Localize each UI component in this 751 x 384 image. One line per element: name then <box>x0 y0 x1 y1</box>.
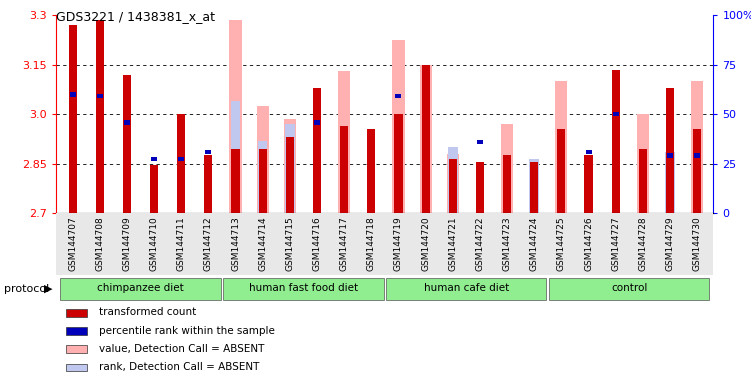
Text: GSM144709: GSM144709 <box>122 216 131 271</box>
Text: value, Detection Call = ABSENT: value, Detection Call = ABSENT <box>99 344 264 354</box>
Text: GSM144729: GSM144729 <box>665 216 674 271</box>
Bar <box>285 124 294 213</box>
Bar <box>529 159 539 213</box>
Bar <box>448 147 457 213</box>
Bar <box>257 106 269 213</box>
Bar <box>557 129 566 213</box>
Bar <box>694 153 700 157</box>
Text: GSM144713: GSM144713 <box>231 216 240 271</box>
Bar <box>667 153 673 157</box>
Bar <box>151 157 157 161</box>
Text: GSM144708: GSM144708 <box>95 216 104 271</box>
Bar <box>178 157 184 161</box>
Bar <box>421 65 430 213</box>
Bar <box>665 152 674 213</box>
Text: rank, Detection Call = ABSENT: rank, Detection Call = ABSENT <box>99 362 259 372</box>
Bar <box>231 149 240 213</box>
Bar <box>314 120 320 125</box>
Text: GSM144718: GSM144718 <box>366 216 376 271</box>
Text: GSM144707: GSM144707 <box>68 216 77 271</box>
Text: GSM144711: GSM144711 <box>176 216 185 271</box>
Text: GSM144725: GSM144725 <box>557 216 566 271</box>
Bar <box>611 70 620 213</box>
FancyBboxPatch shape <box>386 278 547 300</box>
Text: GSM144715: GSM144715 <box>285 216 294 271</box>
Bar <box>206 150 211 154</box>
Bar <box>394 114 403 213</box>
Bar <box>258 149 267 213</box>
Bar <box>124 120 130 125</box>
Bar <box>231 101 240 213</box>
Bar <box>666 88 674 213</box>
Bar <box>639 149 647 213</box>
Text: GSM144727: GSM144727 <box>611 216 620 271</box>
Bar <box>477 140 483 144</box>
Bar <box>66 327 87 335</box>
Bar <box>70 92 76 97</box>
Bar <box>555 81 568 213</box>
Text: GSM144728: GSM144728 <box>638 216 647 271</box>
Bar <box>258 141 267 213</box>
Text: GSM144722: GSM144722 <box>475 216 484 271</box>
Bar <box>447 154 459 213</box>
Bar <box>66 346 87 353</box>
Bar <box>396 94 402 98</box>
Bar <box>530 162 538 213</box>
Bar <box>338 71 350 213</box>
Bar <box>313 88 321 213</box>
Text: GDS3221 / 1438381_x_at: GDS3221 / 1438381_x_at <box>56 10 216 23</box>
Text: human fast food diet: human fast food diet <box>249 283 358 293</box>
Bar <box>476 162 484 213</box>
Bar <box>68 25 77 213</box>
FancyBboxPatch shape <box>549 278 710 300</box>
Bar <box>177 114 185 213</box>
Text: human cafe diet: human cafe diet <box>424 283 509 293</box>
Bar <box>123 74 131 213</box>
Bar <box>284 119 296 213</box>
Bar <box>503 156 511 213</box>
Text: transformed count: transformed count <box>99 308 196 318</box>
Bar <box>367 129 376 213</box>
Text: GSM144712: GSM144712 <box>204 216 213 271</box>
Bar <box>204 156 213 213</box>
Bar <box>66 364 87 371</box>
Text: GSM144723: GSM144723 <box>502 216 511 271</box>
Bar <box>95 20 104 213</box>
Text: GSM144717: GSM144717 <box>339 216 348 271</box>
Text: control: control <box>611 283 647 293</box>
Text: GSM144719: GSM144719 <box>394 216 403 271</box>
Bar <box>97 94 103 98</box>
Text: ▶: ▶ <box>44 284 52 294</box>
Bar <box>420 65 432 213</box>
Text: GSM144721: GSM144721 <box>448 216 457 271</box>
Text: GSM144724: GSM144724 <box>529 216 538 271</box>
Bar <box>501 124 513 213</box>
Bar <box>637 114 649 213</box>
FancyBboxPatch shape <box>60 278 221 300</box>
Text: GSM144710: GSM144710 <box>149 216 158 271</box>
Bar <box>584 156 593 213</box>
Bar <box>286 137 294 213</box>
Text: percentile rank within the sample: percentile rank within the sample <box>99 326 275 336</box>
Bar <box>691 81 703 213</box>
Text: GSM144714: GSM144714 <box>258 216 267 271</box>
Bar <box>340 126 348 213</box>
Text: chimpanzee diet: chimpanzee diet <box>97 283 184 293</box>
Bar <box>613 112 619 116</box>
Bar <box>448 159 457 213</box>
Bar <box>586 150 592 154</box>
FancyBboxPatch shape <box>223 278 384 300</box>
Text: GSM144726: GSM144726 <box>584 216 593 271</box>
Text: protocol: protocol <box>4 284 49 294</box>
Bar <box>392 40 405 213</box>
Text: GSM144716: GSM144716 <box>312 216 321 271</box>
Text: GSM144720: GSM144720 <box>421 216 430 271</box>
Text: GSM144730: GSM144730 <box>692 216 701 271</box>
Bar <box>693 129 701 213</box>
Bar <box>150 166 158 213</box>
Bar <box>66 309 87 317</box>
Bar <box>230 20 242 213</box>
